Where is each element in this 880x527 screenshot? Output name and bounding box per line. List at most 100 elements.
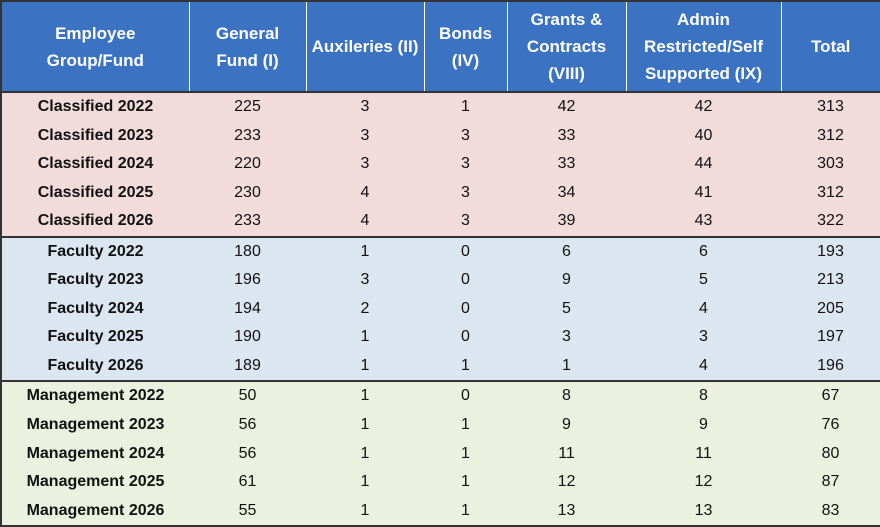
table-row: Management 2023 56 1 1 9 9 76	[1, 410, 880, 440]
cell: 1	[360, 416, 370, 433]
cell: 1	[461, 501, 470, 519]
cell: 1	[360, 387, 370, 405]
cell: 312	[817, 126, 844, 144]
cell: 220	[234, 155, 261, 173]
cell: 197	[817, 328, 844, 346]
table-row: Management 2026 55 1 1 13 13 83	[1, 496, 880, 526]
cell: 56	[238, 444, 257, 462]
cell: 43	[626, 207, 781, 238]
table-row: Classified 2026 233 4 3 39 43 322	[1, 207, 880, 238]
column-header: Employee Group/Fund	[1, 1, 189, 93]
cell: 50	[238, 387, 257, 405]
row-label: Management 2026	[26, 501, 165, 519]
cell: 180	[234, 242, 261, 260]
header-row: Employee Group/Fund General Fund (I) Auxil…	[1, 1, 880, 93]
cell: 0	[461, 242, 470, 260]
cell: 3	[360, 98, 370, 116]
cell: 1	[360, 328, 370, 346]
cell: 190	[234, 328, 261, 346]
table-row: Classified 2023 233 3 3 33 40 312	[1, 121, 880, 151]
column-header: Total	[780, 1, 880, 93]
cell: 13	[694, 501, 713, 519]
table-row: Management 2025 61 1 1 12 12 87	[1, 467, 880, 497]
cell: 233	[189, 207, 306, 238]
table-body: Classified 2022 225 3 1 42 42 313 Classified 20…	[1, 92, 880, 526]
cell: 9	[699, 416, 708, 433]
cell: 76	[821, 416, 840, 433]
cell: 33	[557, 126, 576, 144]
cell: 9	[562, 271, 571, 289]
cell: 41	[694, 183, 713, 201]
cell: 42	[557, 98, 576, 116]
cell: 1	[461, 473, 470, 491]
row-label: Management 2022	[26, 387, 165, 405]
column-header: General Fund (I)	[188, 1, 306, 93]
cell: 3	[562, 328, 571, 346]
cell: 1	[507, 351, 626, 383]
cell: 213	[817, 271, 844, 289]
cell: 56	[238, 416, 257, 433]
table-row: Management 2022 50 1 0 8 8 67	[1, 381, 880, 411]
cell: 3	[424, 207, 507, 238]
row-label: Faculty 2022	[47, 242, 144, 260]
cell: 3	[461, 126, 470, 144]
row-label: Faculty 2026	[1, 351, 189, 383]
cell: 196	[781, 351, 880, 383]
cell: 5	[699, 271, 708, 289]
cell: 2	[360, 299, 370, 317]
table-row: Faculty 2026 189 1 1 1 4 196	[1, 351, 880, 383]
column-header: Auxileries (II)	[305, 1, 424, 93]
table-row: Faculty 2023 196 3 0 9 5 213	[1, 266, 880, 295]
cell: 67	[821, 387, 840, 405]
cell: 55	[238, 501, 257, 519]
cell: 9	[562, 416, 571, 433]
cell: 193	[817, 242, 844, 260]
cell: 3	[461, 155, 470, 173]
cell: 205	[817, 299, 844, 317]
cell: 8	[699, 387, 708, 405]
row-label: Classified 2024	[37, 155, 154, 173]
cell: 194	[234, 299, 261, 317]
cell: 1	[306, 351, 424, 383]
cell: 3	[699, 328, 708, 346]
row-label: Classified 2026	[1, 207, 189, 238]
cell: 87	[821, 473, 840, 491]
cell: 4	[699, 299, 708, 317]
table-row: Classified 2025 230 4 3 34 41 312	[1, 178, 880, 208]
cell: 303	[817, 155, 844, 173]
cell: 230	[234, 183, 261, 201]
cell: 225	[234, 98, 261, 116]
cell: 12	[557, 473, 576, 491]
row-label: Classified 2025	[37, 183, 154, 201]
cell: 3	[360, 126, 370, 144]
row-label: Classified 2022	[37, 98, 154, 116]
cell: 1	[461, 416, 470, 433]
cell: 0	[461, 387, 470, 405]
row-label: Faculty 2024	[47, 299, 144, 317]
cell: 44	[694, 155, 713, 173]
column-header: Bonds (IV)	[423, 1, 507, 93]
cell: 1	[360, 242, 370, 260]
cell: 4	[360, 183, 370, 201]
table-row: Classified 2024 220 3 3 33 44 303	[1, 150, 880, 179]
cell: 83	[821, 501, 840, 519]
cell: 34	[557, 183, 576, 201]
cell: 3	[360, 155, 370, 173]
cell: 1	[360, 444, 370, 462]
cell: 11	[695, 444, 712, 462]
cell: 4	[306, 207, 424, 238]
cell: 189	[189, 351, 306, 383]
cell: 1	[461, 444, 470, 462]
cell: 4	[626, 351, 781, 383]
table-row: Classified 2022 225 3 1 42 42 313	[1, 92, 880, 122]
table-row: Faculty 2022 180 1 0 6 6 193	[1, 236, 880, 267]
row-label: Management 2023	[26, 416, 165, 433]
cell: 5	[562, 299, 571, 317]
cell: 39	[507, 207, 626, 238]
cell: 196	[234, 271, 261, 289]
cell: 1	[424, 351, 507, 383]
cell: 313	[817, 98, 844, 116]
column-header: Admin Restricted/Self Supported (IX)	[625, 1, 781, 93]
